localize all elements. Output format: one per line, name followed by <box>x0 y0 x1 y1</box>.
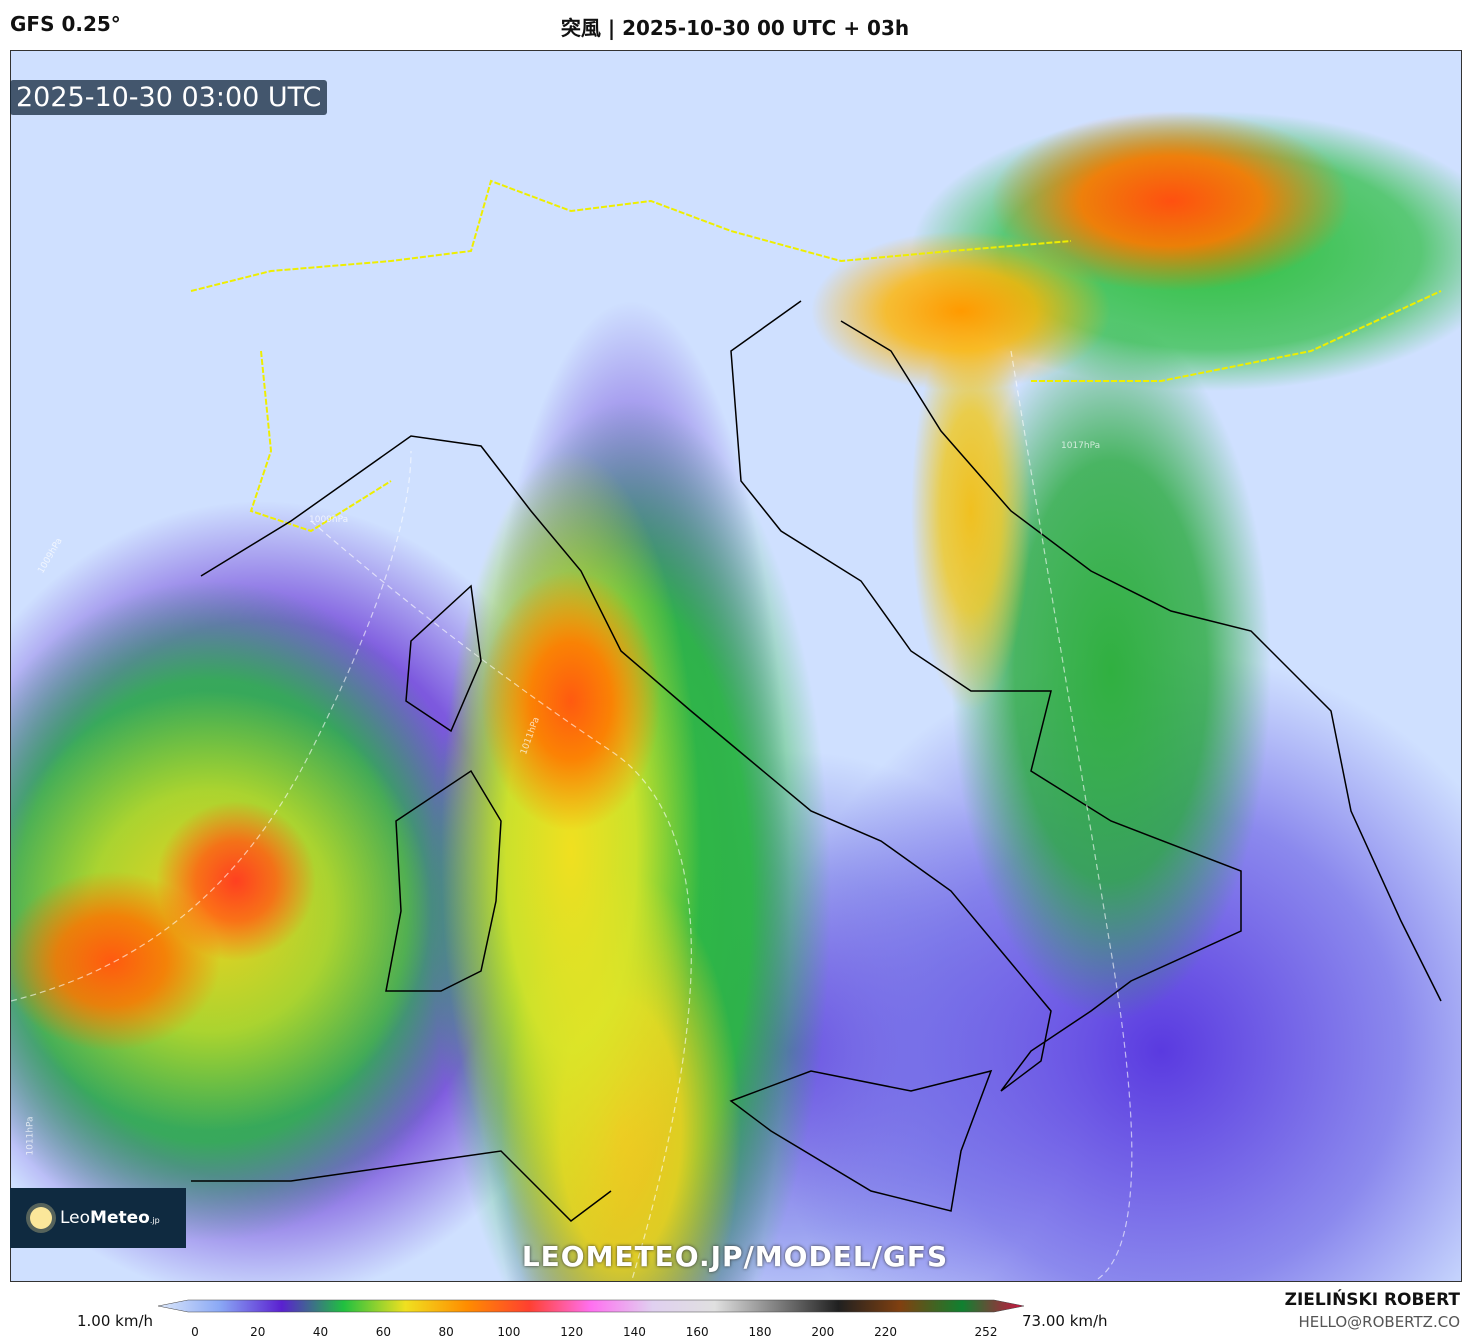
coastline-africa <box>191 1150 612 1222</box>
coastline-sicily <box>729 1069 993 1212</box>
isobar-label: 1009hPa <box>309 515 349 525</box>
colorbar-tick: 140 <box>622 1325 646 1339</box>
colorbar-bar <box>158 1299 1025 1313</box>
sun-icon <box>30 1207 52 1229</box>
colorbar-min-label: 1.00 km/h <box>77 1312 154 1330</box>
isobar-label: 1011hPa <box>25 1116 36 1156</box>
coastline-corsica <box>405 584 482 733</box>
logo-text-bold: Meteo <box>90 1208 150 1228</box>
country-border <box>190 179 1072 292</box>
colorbar-tick: 120 <box>560 1325 584 1339</box>
leometeo-logo[interactable]: LeoMeteo.jp <box>10 1188 186 1248</box>
author-name: ZIELIŃSKI ROBERT <box>1284 1290 1460 1310</box>
valid-time-label: 2025-10-30 03:00 UTC <box>10 80 328 115</box>
colorbar-tick: 252 <box>974 1325 998 1339</box>
colorbar <box>158 1299 1025 1313</box>
isobar <box>11 450 412 1002</box>
isobar-label: 1017hPa <box>1061 441 1101 451</box>
country-border <box>249 350 392 533</box>
coastline-croatia <box>840 320 1442 1002</box>
colorbar-tick: 100 <box>497 1325 521 1339</box>
colorbar-tick: 160 <box>685 1325 709 1339</box>
logo-suffix: .jp <box>149 1216 160 1225</box>
colorbar-tick: 200 <box>811 1325 835 1339</box>
model-name: GFS 0.25° <box>10 12 121 36</box>
coastline-sardinia <box>385 769 502 992</box>
map-title: 突風 | 2025-10-30 00 UTC + 03h <box>560 16 910 40</box>
colorbar-tick: 20 <box>250 1325 266 1339</box>
colorbar-tick: 80 <box>438 1325 454 1339</box>
coastline-italy <box>200 300 1242 1092</box>
author-email: HELLO@ROBERTZ.CO <box>1298 1313 1460 1331</box>
colorbar-tick: 180 <box>748 1325 772 1339</box>
colorbar-tick: 40 <box>312 1325 329 1339</box>
colorbar-tick: 0 <box>191 1325 199 1339</box>
colorbar-tick: 220 <box>874 1325 897 1339</box>
logo-text: Leo <box>60 1208 91 1228</box>
isobar <box>310 520 692 1281</box>
borders-layer <box>11 179 1442 1281</box>
colorbar-max-label: 73.00 km/h <box>1022 1312 1108 1330</box>
colorbar-tick: 60 <box>375 1325 391 1339</box>
wind-gust-map[interactable]: 1009hPa 1009hPa 1011hPa 1011hPa 1017hPa <box>10 50 1462 1282</box>
isobar <box>1010 350 1133 1281</box>
country-border <box>1031 290 1442 382</box>
watermark-url: LEOMETEO.JP/MODEL/GFS <box>521 1240 949 1273</box>
